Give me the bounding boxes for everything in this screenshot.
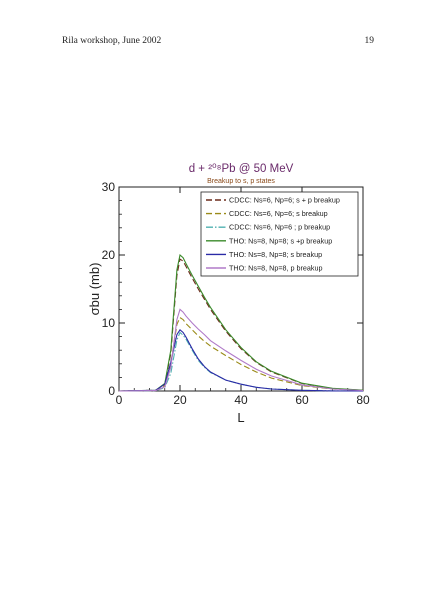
y-tick-label: 10 <box>102 316 116 330</box>
chart-title: d + ²⁰⁸Pb @ 50 MeV <box>189 163 294 175</box>
y-tick-label: 20 <box>102 248 116 262</box>
y-axis-label: σbu (mb) <box>87 263 102 316</box>
x-tick-label: 40 <box>234 393 248 407</box>
legend-box <box>200 191 359 277</box>
series-line-6 <box>118 308 364 392</box>
y-tick-label: 30 <box>102 180 116 194</box>
legend-label-5: THO: Ns=8, Np=8; s breakup <box>229 250 322 259</box>
x-tick-label: 0 <box>116 393 123 407</box>
legend-label-4: THO: Ns=8, Np=8; s +p breakup <box>229 236 332 245</box>
y-tick-label: 0 <box>108 384 115 398</box>
series-line-5 <box>118 328 364 392</box>
series-line-1 <box>118 258 364 392</box>
series-line-2 <box>118 316 364 392</box>
chart-subtitle: Breakup to s, p states <box>207 178 275 185</box>
legend-label-6: THO: Ns=8, Np=8, p breakup <box>229 264 322 273</box>
series-line-3 <box>118 331 364 392</box>
header-left-text: Rila workshop, June 2002 <box>62 36 162 46</box>
x-tick-label: 20 <box>173 393 187 407</box>
page-number: 19 <box>364 36 375 46</box>
series-lines <box>118 253 364 392</box>
x-tick-label: 60 <box>295 393 309 407</box>
series-line-4 <box>118 253 364 392</box>
legend-label-3: CDCC: Ns=6, Np=6 ; p breakup <box>229 223 330 232</box>
x-axis-label: L <box>237 410 244 425</box>
legend: CDCC: Ns=6, Np=6; s + p breakup CDCC: Ns=… <box>200 191 359 277</box>
legend-label-2: CDCC: Ns=6, Np=6; s breakup <box>229 209 328 218</box>
x-tick-label: 80 <box>356 393 370 407</box>
legend-label-1: CDCC: Ns=6, Np=6; s + p breakup <box>229 196 340 205</box>
